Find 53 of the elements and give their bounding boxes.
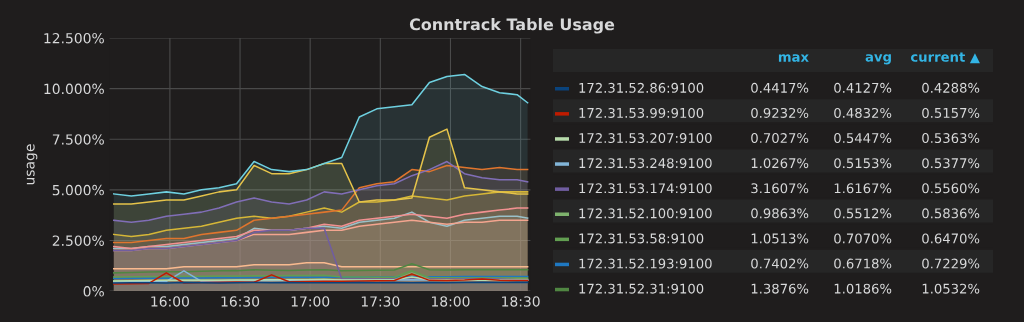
text: 0.4288%: [922, 82, 980, 93]
text: 0.7402%: [751, 258, 809, 269]
y-tick-label: 12.500%: [44, 32, 104, 44]
x-tick-label: 17:30: [361, 296, 400, 307]
legend-label: 172.31.52.86:9100: [579, 82, 704, 93]
text: 0.6470%: [922, 233, 980, 244]
text: 0.7070%: [834, 233, 892, 244]
text: 0.9232%: [751, 107, 809, 118]
text: 1.0267%: [751, 158, 809, 169]
legend-label: 172.31.53.174:9100: [579, 183, 712, 194]
text: 0.5157%: [922, 107, 980, 118]
text: 3.1607%: [751, 183, 809, 194]
x-tick-label: 18:30: [502, 296, 540, 307]
legend-label: 172.31.53.58:9100: [579, 233, 704, 244]
text: 0.4832%: [834, 107, 892, 118]
text: 0.5377%: [922, 158, 980, 169]
legend-label: 172.31.53.99:9100: [579, 107, 704, 118]
y-tick-label: 0%: [83, 286, 104, 297]
y-tick-label: 10.000%: [44, 83, 104, 95]
text: 1.0513%: [751, 233, 809, 244]
text: 1.3876%: [751, 283, 809, 294]
y-tick-label: 7.500%: [52, 134, 104, 145]
legend-label: 172.31.52.100:9100: [579, 208, 712, 219]
y-axis-title: usage: [26, 144, 38, 185]
text: 0.7229%: [922, 258, 980, 269]
x-tick-label: 16:00: [151, 296, 189, 307]
chart-title: Conntrack Table Usage: [409, 17, 615, 34]
text: 0.9863%: [751, 208, 809, 219]
text: 0.7027%: [751, 133, 809, 144]
text: 0.5447%: [834, 133, 892, 144]
x-tick-label: 16:30: [221, 296, 260, 307]
text: 0.5836%: [922, 208, 980, 219]
text: 0.5363%: [922, 133, 980, 144]
text: 0.4417%: [751, 82, 809, 93]
text: 1.0532%: [922, 283, 980, 294]
text: 1.6167%: [834, 183, 892, 194]
text: 0.5153%: [834, 158, 892, 169]
y-tick-label: 5.000%: [52, 184, 104, 196]
text: 0.5512%: [834, 208, 892, 219]
text: 0.4127%: [834, 82, 892, 93]
text: 0.6718%: [834, 258, 892, 269]
text: 0.5560%: [922, 183, 980, 194]
y-tick-label: 2.500%: [52, 235, 104, 246]
legend-label: 172.31.53.248:9100: [579, 158, 712, 169]
text: current ▲: [910, 52, 980, 64]
text: max: [778, 54, 809, 62]
legend-label: 172.31.52.31:9100: [579, 283, 704, 294]
legend-label: 172.31.52.193:9100: [579, 258, 712, 269]
legend-label: 172.31.53.207:9100: [579, 133, 712, 144]
x-tick-label: 17:00: [291, 296, 330, 307]
x-tick-label: 18:00: [431, 296, 470, 307]
text: avg: [865, 54, 891, 65]
text: 1.0186%: [834, 283, 892, 294]
